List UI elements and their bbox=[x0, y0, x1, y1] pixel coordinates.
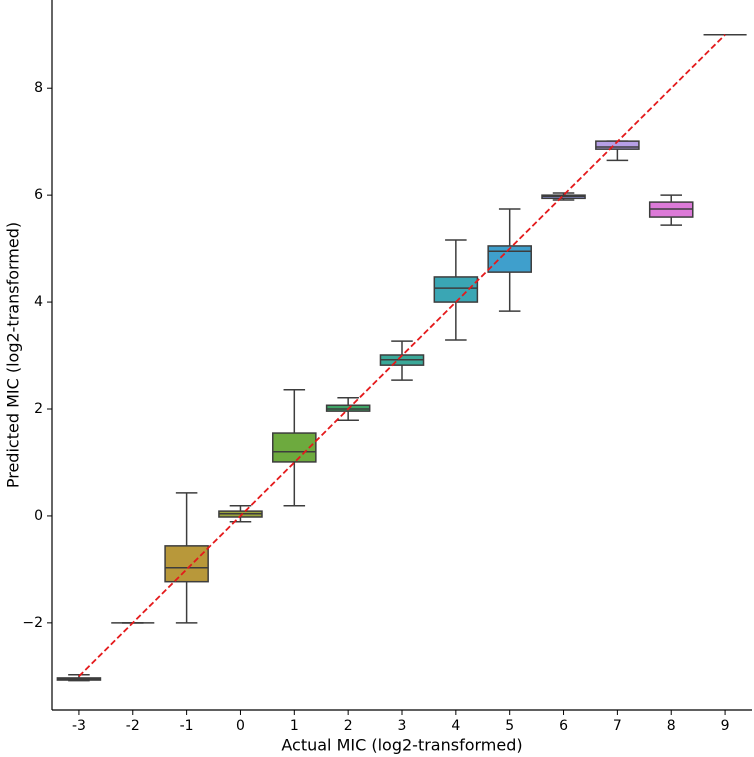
box bbox=[433, 276, 479, 303]
x-tick-label: 9 bbox=[721, 718, 730, 734]
x-tick-label: 3 bbox=[398, 718, 407, 734]
x-tick-label: 6 bbox=[559, 718, 568, 734]
y-tick-label: 6 bbox=[34, 187, 43, 203]
x-tick-label: -1 bbox=[180, 718, 194, 734]
x-tick-label: -2 bbox=[126, 718, 140, 734]
x-tick-label: 1 bbox=[290, 718, 299, 734]
x-tick-label: 5 bbox=[505, 718, 514, 734]
x-tick-label: 8 bbox=[667, 718, 676, 734]
y-axis-label: Predicted MIC (log2-transformed) bbox=[4, 222, 23, 488]
box bbox=[487, 245, 532, 273]
y-tick-label: 2 bbox=[34, 401, 43, 417]
x-tick-label: -3 bbox=[72, 718, 86, 734]
y-tick-label: −2 bbox=[22, 615, 43, 631]
x-axis-label: Actual MIC (log2-transformed) bbox=[281, 736, 522, 755]
box bbox=[164, 545, 209, 583]
y-tick-label: 4 bbox=[34, 294, 43, 310]
x-tick-label: 4 bbox=[451, 718, 460, 734]
y-tick-label: 8 bbox=[34, 80, 43, 96]
x-tick-label: 0 bbox=[236, 718, 245, 734]
x-tick-label: 2 bbox=[344, 718, 353, 734]
reference-line bbox=[78, 34, 726, 677]
x-tick-label: 7 bbox=[613, 718, 622, 734]
y-tick-label: 0 bbox=[34, 508, 43, 524]
